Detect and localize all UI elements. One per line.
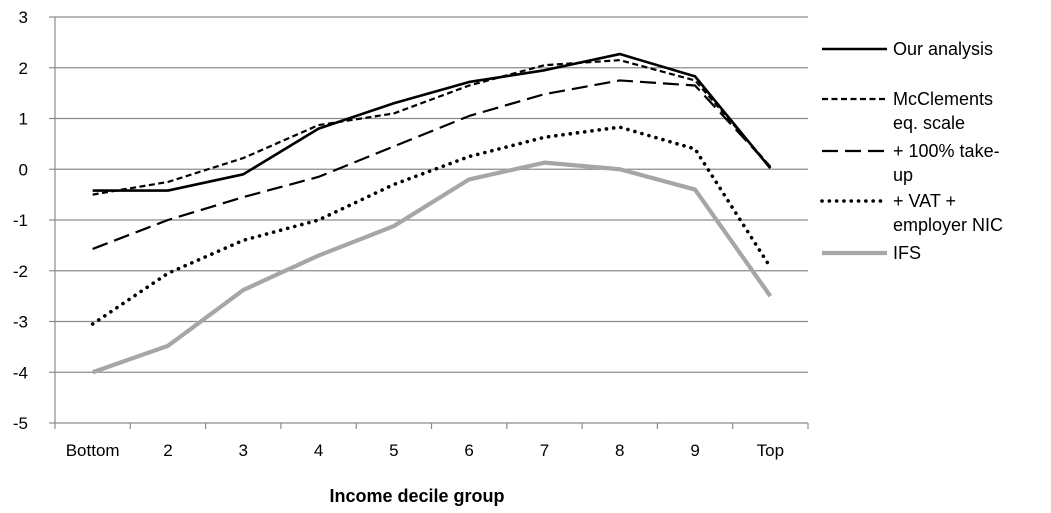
legend: Our analysis McClements eq. scale + 100% ta…	[820, 39, 1003, 263]
gridlines	[49, 16, 809, 429]
y-tick-label: -2	[13, 262, 28, 281]
x-axis-ticks: Bottom 2 3 4 5 6 7 8 9 Top	[66, 441, 784, 460]
series-line-mcclements-eq-scale	[92, 59, 772, 196]
x-axis-label: Income decile group	[329, 486, 504, 506]
x-tick-label: Bottom	[66, 441, 120, 460]
series-line-ifs	[91, 160, 773, 375]
x-tick-label: 5	[389, 441, 398, 460]
legend-label-100-take-up: + 100% take-up	[893, 141, 1000, 185]
x-tick-label: 7	[540, 441, 549, 460]
series-line-100-take-up	[92, 79, 772, 250]
x-tick-label: 8	[615, 441, 624, 460]
x-tick-label: 6	[464, 441, 473, 460]
y-tick-label: 3	[19, 8, 28, 27]
y-tick-label: 2	[19, 59, 28, 78]
legend-label-vat-employer-nic: + VAT + employer NIC	[893, 191, 1003, 235]
series-line-our-analysis	[92, 52, 772, 192]
legend-label-our-analysis: Our analysis	[893, 39, 993, 59]
x-tick-label: 4	[314, 441, 323, 460]
y-tick-label: -4	[13, 363, 28, 382]
series-line-vat-employer-nic	[90, 125, 773, 326]
x-tick-label: 3	[239, 441, 248, 460]
x-tick-label: 2	[163, 441, 172, 460]
y-tick-label: -5	[13, 414, 28, 433]
series-lines	[90, 52, 773, 375]
x-tick-label: 9	[690, 441, 699, 460]
y-tick-label: 0	[19, 160, 28, 179]
x-tick-label: Top	[757, 441, 784, 460]
y-tick-label: 1	[19, 110, 28, 129]
legend-label-mcclements-eq-scale: McClements eq. scale	[893, 89, 993, 133]
legend-label-ifs: IFS	[893, 243, 921, 263]
y-axis-ticks: -5 -4 -3 -2 -1 0 1 2 3	[13, 8, 28, 433]
y-tick-label: -3	[13, 313, 28, 332]
y-tick-label: -1	[13, 211, 28, 230]
